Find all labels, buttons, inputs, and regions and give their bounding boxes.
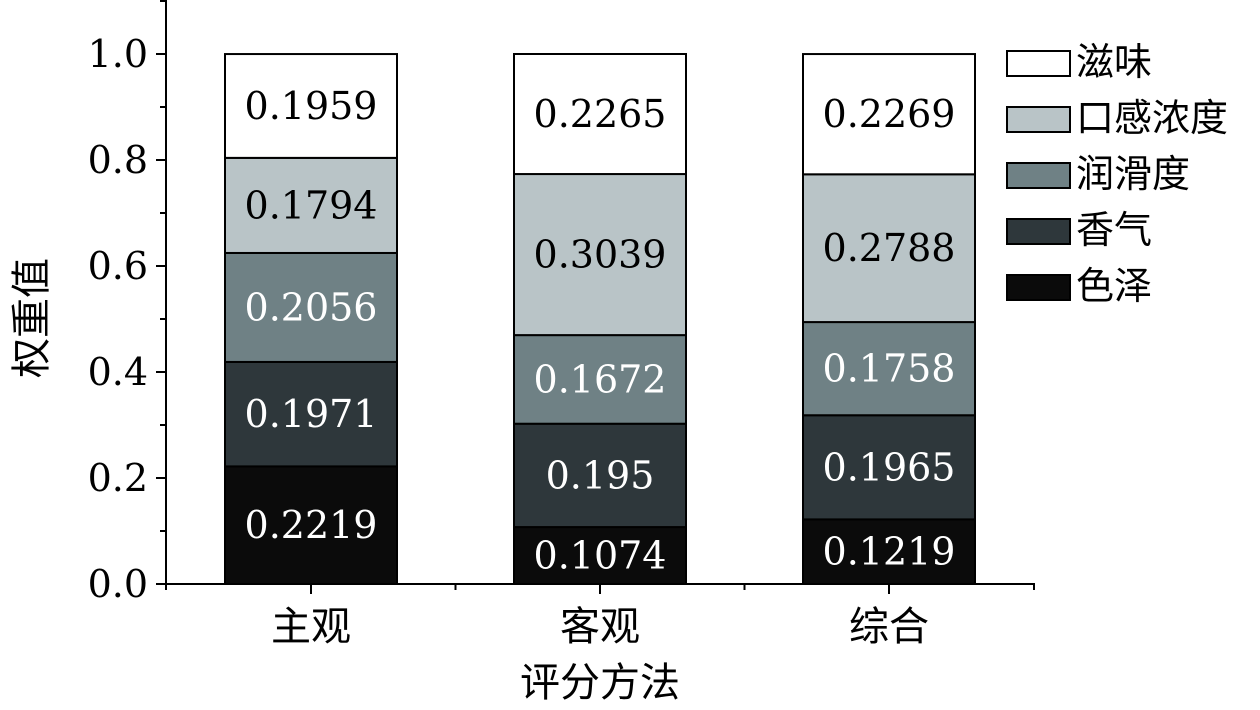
legend-label: 润滑度 — [1076, 152, 1190, 196]
bar-segment — [802, 321, 976, 417]
data-label: 0.1219 — [823, 530, 956, 574]
legend-label: 口感浓度 — [1076, 96, 1228, 140]
data-label: 0.1672 — [534, 357, 667, 401]
bar-segment — [802, 414, 976, 521]
legend-swatch — [1006, 106, 1071, 133]
legend-swatch — [1006, 50, 1071, 77]
axes-group: 0.0 0.2 0.4 0.6 0.8 1.0 主观 客观 综合 — [88, 0, 1035, 650]
y-tick-label: 0.0 — [88, 562, 148, 606]
x-tick-label: 综合 — [849, 604, 929, 650]
data-label: 0.195 — [546, 453, 655, 497]
legend-swatch — [1006, 274, 1071, 301]
legend-label: 香气 — [1076, 208, 1152, 252]
data-label: 0.1074 — [534, 534, 667, 578]
x-axis-title: 评分方法 — [520, 660, 680, 706]
y-tick-label: 0.2 — [88, 456, 148, 500]
x-tick-label: 主观 — [271, 604, 351, 650]
data-label: 0.2269 — [823, 92, 956, 136]
data-label: 0.3039 — [534, 233, 667, 277]
data-label: 0.2219 — [245, 503, 378, 547]
y-tick-label: 0.4 — [88, 350, 148, 394]
y-tick-label: 1.0 — [88, 32, 148, 76]
bar-segment — [513, 526, 687, 586]
bars-group: 0.2219 0.1971 0.2056 0.1794 0.1959 0.1074 0.19… — [224, 53, 976, 586]
x-tick-label: 客观 — [560, 604, 640, 650]
bar-segment — [513, 53, 687, 176]
data-label: 0.1965 — [823, 445, 956, 489]
data-label: 0.1794 — [245, 183, 378, 227]
bar-segment — [224, 360, 398, 468]
legend-label: 滋味 — [1076, 40, 1152, 84]
y-tick-label: 0.8 — [88, 138, 148, 182]
bar-segment — [513, 173, 687, 337]
data-label: 0.2265 — [534, 92, 667, 136]
y-tick-label: 0.6 — [88, 244, 148, 288]
data-label: 0.1971 — [245, 392, 378, 436]
y-axis-title: 权重值 — [9, 258, 55, 378]
data-label: 0.2788 — [823, 226, 956, 270]
legend-swatch — [1006, 218, 1071, 245]
bar-segment — [513, 422, 687, 529]
legend-swatch — [1006, 162, 1071, 189]
bar-segment — [224, 156, 398, 254]
bar-segment — [513, 334, 687, 425]
bar-segment — [802, 53, 976, 176]
data-label: 0.1959 — [245, 84, 378, 128]
bar-segment — [224, 53, 398, 159]
bar-segment — [224, 465, 398, 586]
legend-label: 色泽 — [1076, 264, 1152, 308]
data-label: 0.2056 — [245, 285, 378, 329]
data-label: 0.1758 — [823, 347, 956, 391]
bar-segment — [802, 518, 976, 586]
